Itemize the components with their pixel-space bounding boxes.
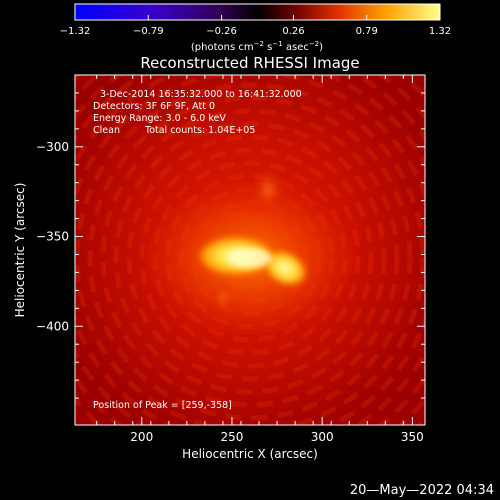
y-tick-label: −300 bbox=[36, 140, 69, 154]
colorbar-tick-label: −0.79 bbox=[133, 26, 164, 37]
colorbar-ticks: −1.32 −0.79 −0.26 0.26 0.79 1.32 bbox=[60, 15, 451, 37]
timestamp: 20—May—2022 04:34 bbox=[350, 483, 494, 498]
ripple-ring bbox=[126, 134, 374, 382]
annotation-detectors: Detectors: 3F 6F 9F, Att 0 bbox=[93, 101, 215, 112]
flare-source-tail bbox=[262, 249, 308, 287]
x-axis-label: Heliocentric X (arcsec) bbox=[182, 447, 318, 461]
colorbar-tick-label: −0.26 bbox=[206, 26, 237, 37]
annotation-time-range: 3-Dec-2014 16:35:32.000 to 16:41:32.000 bbox=[100, 89, 302, 100]
y-tick-label: −400 bbox=[36, 319, 69, 333]
annotation-energy: Energy Range: 3.0 - 6.0 keV bbox=[93, 113, 226, 124]
y-tick-label: −350 bbox=[36, 230, 69, 244]
chart-title: Reconstructed RHESSI Image bbox=[140, 54, 359, 72]
colorbar-tick-label: 0.26 bbox=[282, 26, 304, 37]
x-axis: 200 250 300 350 bbox=[96, 75, 424, 444]
ripple-ring bbox=[75, 82, 425, 425]
colorbar-tick-label: 0.79 bbox=[356, 26, 378, 37]
colorbar-tick-label: 1.32 bbox=[429, 26, 451, 37]
x-tick-label: 200 bbox=[130, 430, 153, 444]
heatmap-image bbox=[75, 75, 425, 425]
y-axis: −300 −350 −400 bbox=[36, 92, 425, 399]
ripple-ring bbox=[113, 121, 387, 395]
x-tick-label: 350 bbox=[401, 430, 424, 444]
ripple-ring bbox=[87, 95, 413, 421]
plot-frame bbox=[74, 74, 426, 426]
annotation-total-counts: Total counts: 1.04E+05 bbox=[144, 125, 255, 136]
ripple-ring bbox=[100, 108, 400, 408]
x-tick-label: 300 bbox=[311, 430, 334, 444]
colorbar-tick-label: −1.32 bbox=[60, 26, 91, 37]
annotation-peak-position: Position of Peak = [259,-358] bbox=[93, 400, 232, 411]
colorbar-units: (photons cm−2 s−1 asec−2) bbox=[191, 40, 323, 53]
x-tick-label: 250 bbox=[221, 430, 244, 444]
colorbar bbox=[74, 3, 441, 21]
annotation-clean: Clean bbox=[93, 125, 120, 136]
y-axis-label: Heliocentric Y (arcsec) bbox=[13, 183, 27, 318]
